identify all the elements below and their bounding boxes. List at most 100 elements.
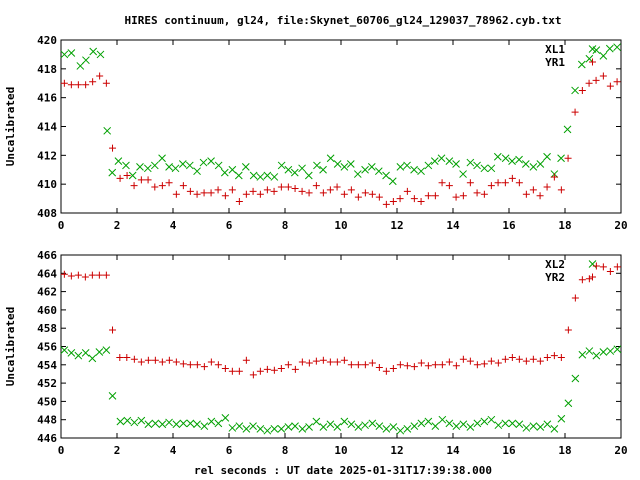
data-point bbox=[564, 399, 573, 408]
data-point bbox=[81, 349, 90, 357]
x-tick-label: 20 bbox=[614, 444, 627, 457]
data-point bbox=[585, 347, 594, 355]
data-point bbox=[333, 423, 342, 431]
data-point bbox=[424, 192, 432, 200]
data-point bbox=[571, 86, 579, 95]
data-point bbox=[116, 353, 124, 361]
data-point bbox=[136, 163, 144, 171]
data-point bbox=[172, 358, 180, 366]
data-point bbox=[228, 165, 237, 174]
x-tick-label: 10 bbox=[334, 219, 347, 232]
data-point bbox=[207, 157, 215, 165]
x-tick-label: 16 bbox=[502, 444, 516, 457]
data-point bbox=[368, 190, 376, 198]
data-point bbox=[158, 154, 166, 163]
data-point bbox=[242, 356, 250, 364]
data-point bbox=[599, 72, 607, 80]
data-point bbox=[122, 161, 130, 170]
data-point bbox=[431, 192, 439, 200]
data-point bbox=[241, 163, 250, 171]
data-point bbox=[214, 419, 223, 428]
x-tick-label: 8 bbox=[282, 219, 289, 232]
data-point bbox=[200, 363, 208, 371]
data-point bbox=[508, 157, 516, 165]
data-point bbox=[207, 417, 216, 426]
data-point bbox=[389, 423, 398, 431]
data-point bbox=[291, 365, 299, 373]
data-point bbox=[606, 347, 615, 355]
data-point bbox=[103, 126, 112, 135]
x-tick-label: 0 bbox=[58, 444, 65, 457]
data-point bbox=[340, 163, 349, 171]
data-point bbox=[374, 167, 383, 176]
data-point bbox=[438, 415, 447, 424]
data-point bbox=[487, 182, 495, 190]
data-point bbox=[137, 358, 145, 366]
data-point bbox=[108, 168, 117, 177]
data-point bbox=[228, 367, 236, 375]
legend-key bbox=[588, 45, 597, 53]
data-point bbox=[200, 422, 209, 430]
data-point bbox=[95, 271, 103, 279]
data-point bbox=[410, 165, 418, 174]
data-point bbox=[606, 267, 614, 275]
data-point bbox=[291, 184, 299, 192]
data-point bbox=[123, 353, 131, 361]
data-point bbox=[367, 163, 376, 171]
data-point bbox=[305, 189, 313, 197]
data-point bbox=[585, 54, 594, 63]
data-point bbox=[235, 367, 243, 375]
data-point bbox=[494, 359, 502, 367]
data-point bbox=[522, 190, 530, 198]
data-point bbox=[361, 421, 369, 430]
data-point bbox=[74, 271, 82, 279]
x-tick-label: 4 bbox=[170, 219, 177, 232]
series-YR1 bbox=[60, 72, 621, 208]
x-tick-label: 14 bbox=[446, 219, 460, 232]
panel-1: 0 2 4 6 8 10 12 14 16 18 20 408 410 412 414 416 418 420 Un… bbox=[4, 34, 628, 232]
data-point bbox=[235, 422, 244, 430]
data-point bbox=[599, 348, 608, 356]
x-tick-label: 0 bbox=[58, 219, 65, 232]
data-point bbox=[445, 358, 453, 366]
data-point bbox=[473, 419, 482, 428]
data-point bbox=[438, 361, 446, 369]
data-point bbox=[466, 357, 474, 365]
data-point bbox=[284, 165, 293, 174]
data-point bbox=[74, 351, 83, 360]
data-point bbox=[89, 47, 98, 56]
data-point bbox=[529, 163, 538, 171]
data-point bbox=[116, 174, 124, 182]
data-point bbox=[480, 360, 488, 368]
y-tick-label: 416 bbox=[37, 92, 57, 105]
data-point bbox=[304, 171, 313, 180]
data-point bbox=[354, 361, 362, 369]
x-tick-label: 12 bbox=[390, 444, 403, 457]
data-point bbox=[319, 165, 327, 174]
data-point bbox=[326, 154, 335, 163]
data-point bbox=[102, 346, 111, 355]
data-point bbox=[354, 193, 362, 201]
data-point bbox=[165, 418, 173, 427]
data-point bbox=[144, 176, 152, 184]
data-point bbox=[249, 187, 257, 195]
data-point bbox=[375, 193, 383, 201]
y-tick-label: 418 bbox=[37, 63, 57, 76]
data-point bbox=[613, 263, 621, 271]
data-point bbox=[123, 416, 132, 425]
data-point bbox=[515, 179, 523, 187]
data-point bbox=[82, 56, 90, 65]
data-point bbox=[585, 79, 593, 87]
data-point bbox=[333, 358, 341, 366]
data-point bbox=[165, 163, 173, 171]
data-point bbox=[536, 160, 545, 168]
data-point bbox=[452, 193, 460, 201]
data-point bbox=[81, 273, 89, 281]
data-point bbox=[249, 171, 258, 180]
data-point bbox=[508, 353, 516, 361]
data-point bbox=[564, 326, 572, 334]
data-point bbox=[67, 49, 76, 57]
data-point bbox=[305, 423, 313, 431]
data-point bbox=[172, 190, 180, 198]
data-point bbox=[353, 170, 362, 178]
